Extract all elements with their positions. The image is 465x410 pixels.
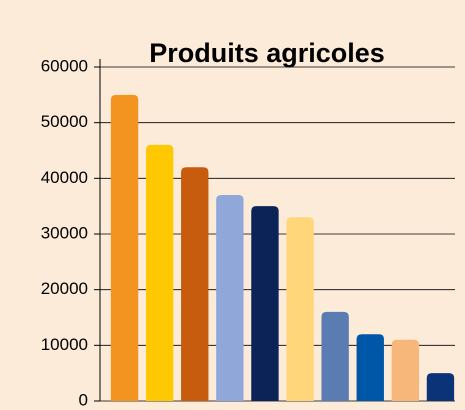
bar [251,206,279,401]
bar [426,373,455,401]
bar [110,94,139,401]
y-tick-label: 0 [79,390,88,409]
bar [391,339,420,401]
y-tick-label: 50000 [41,112,88,131]
bar [216,195,244,401]
bar [145,144,174,401]
bar [286,217,314,401]
y-tick-label: 10000 [41,335,88,354]
y-tick-label: 30000 [41,223,88,242]
y-tick-label: 60000 [41,56,88,75]
chart-title: Produits agricoles [149,38,385,68]
bar [356,334,384,401]
y-tick-label: 20000 [41,279,88,298]
bar [181,167,209,401]
bar [321,311,349,401]
y-tick-label: 40000 [41,168,88,187]
